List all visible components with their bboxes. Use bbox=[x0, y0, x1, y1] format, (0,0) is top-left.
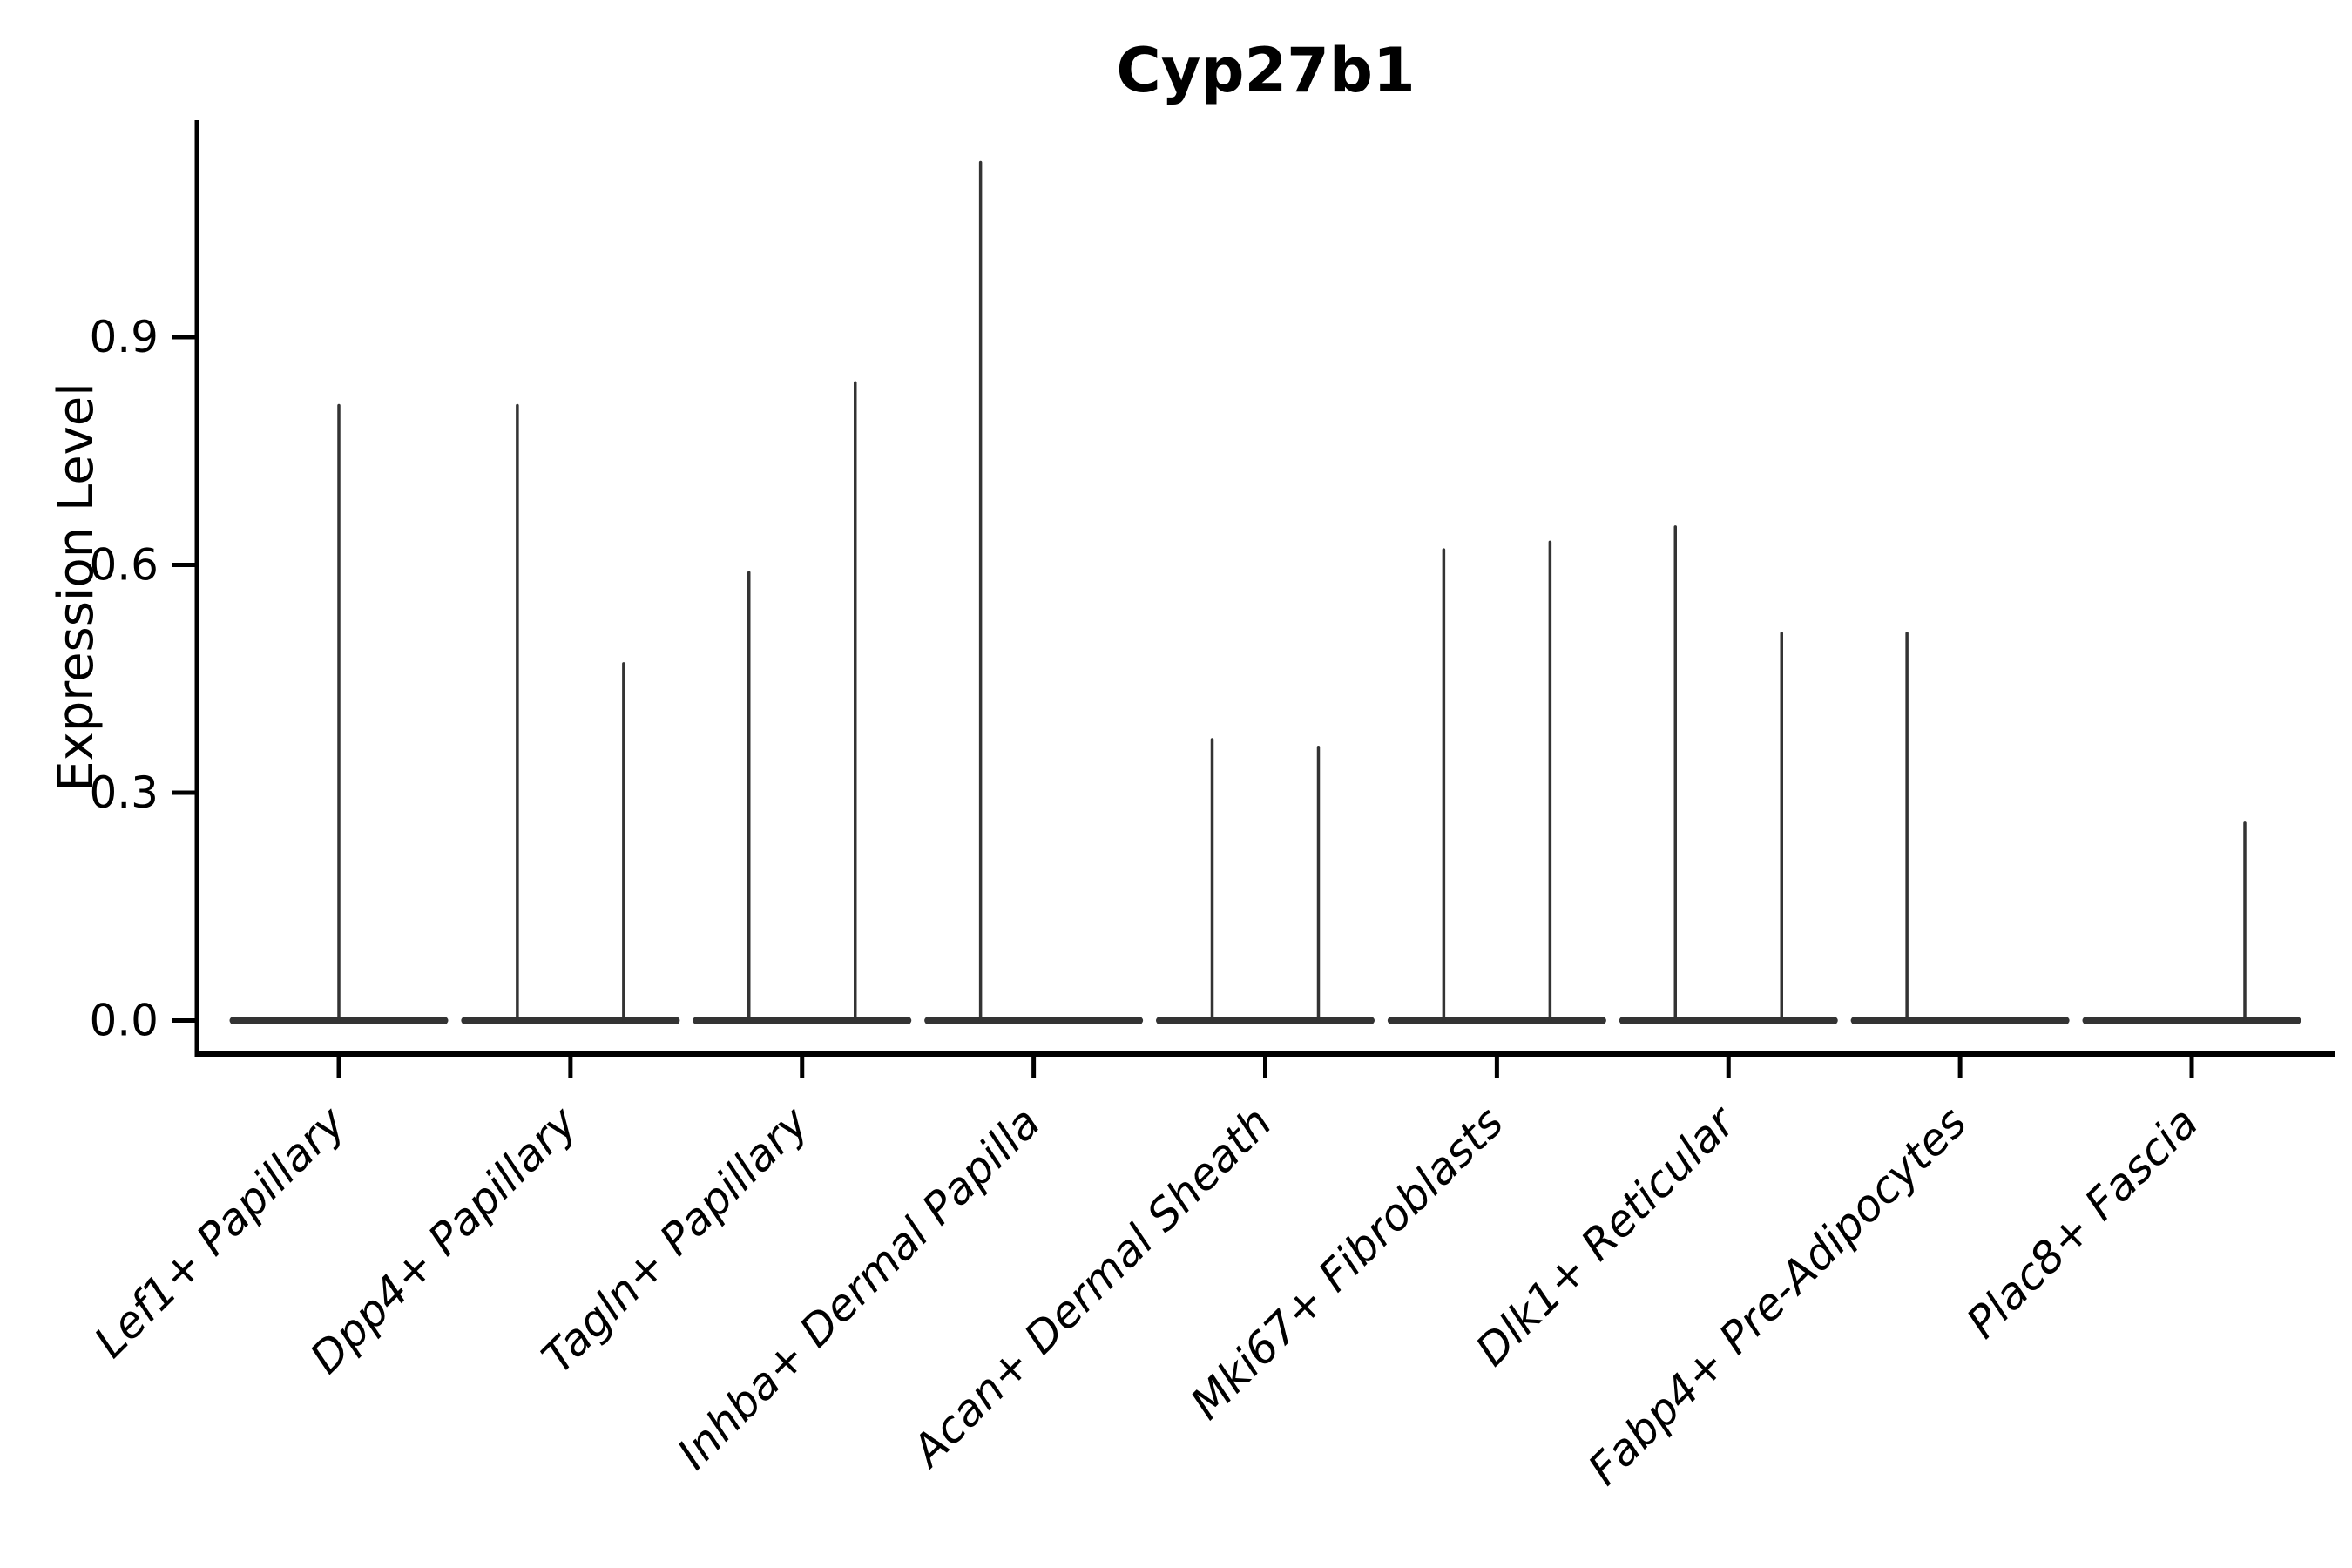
y-tick-label: 0.3 bbox=[89, 767, 159, 818]
x-tick-label: Lef1+ Papillary bbox=[84, 1096, 355, 1367]
x-tick-label: Fabp4+ Pre-Adipocytes bbox=[1578, 1097, 1977, 1495]
y-tick-label: 0.9 bbox=[89, 312, 159, 362]
x-tick-label: Plac8+ Fascia bbox=[1957, 1097, 2208, 1348]
y-axis-label: Expression Level bbox=[48, 382, 105, 792]
y-tick-label: 0.0 bbox=[89, 996, 159, 1046]
chart-title: Cyp27b1 bbox=[1116, 35, 1415, 106]
y-tick-label: 0.6 bbox=[89, 539, 159, 590]
